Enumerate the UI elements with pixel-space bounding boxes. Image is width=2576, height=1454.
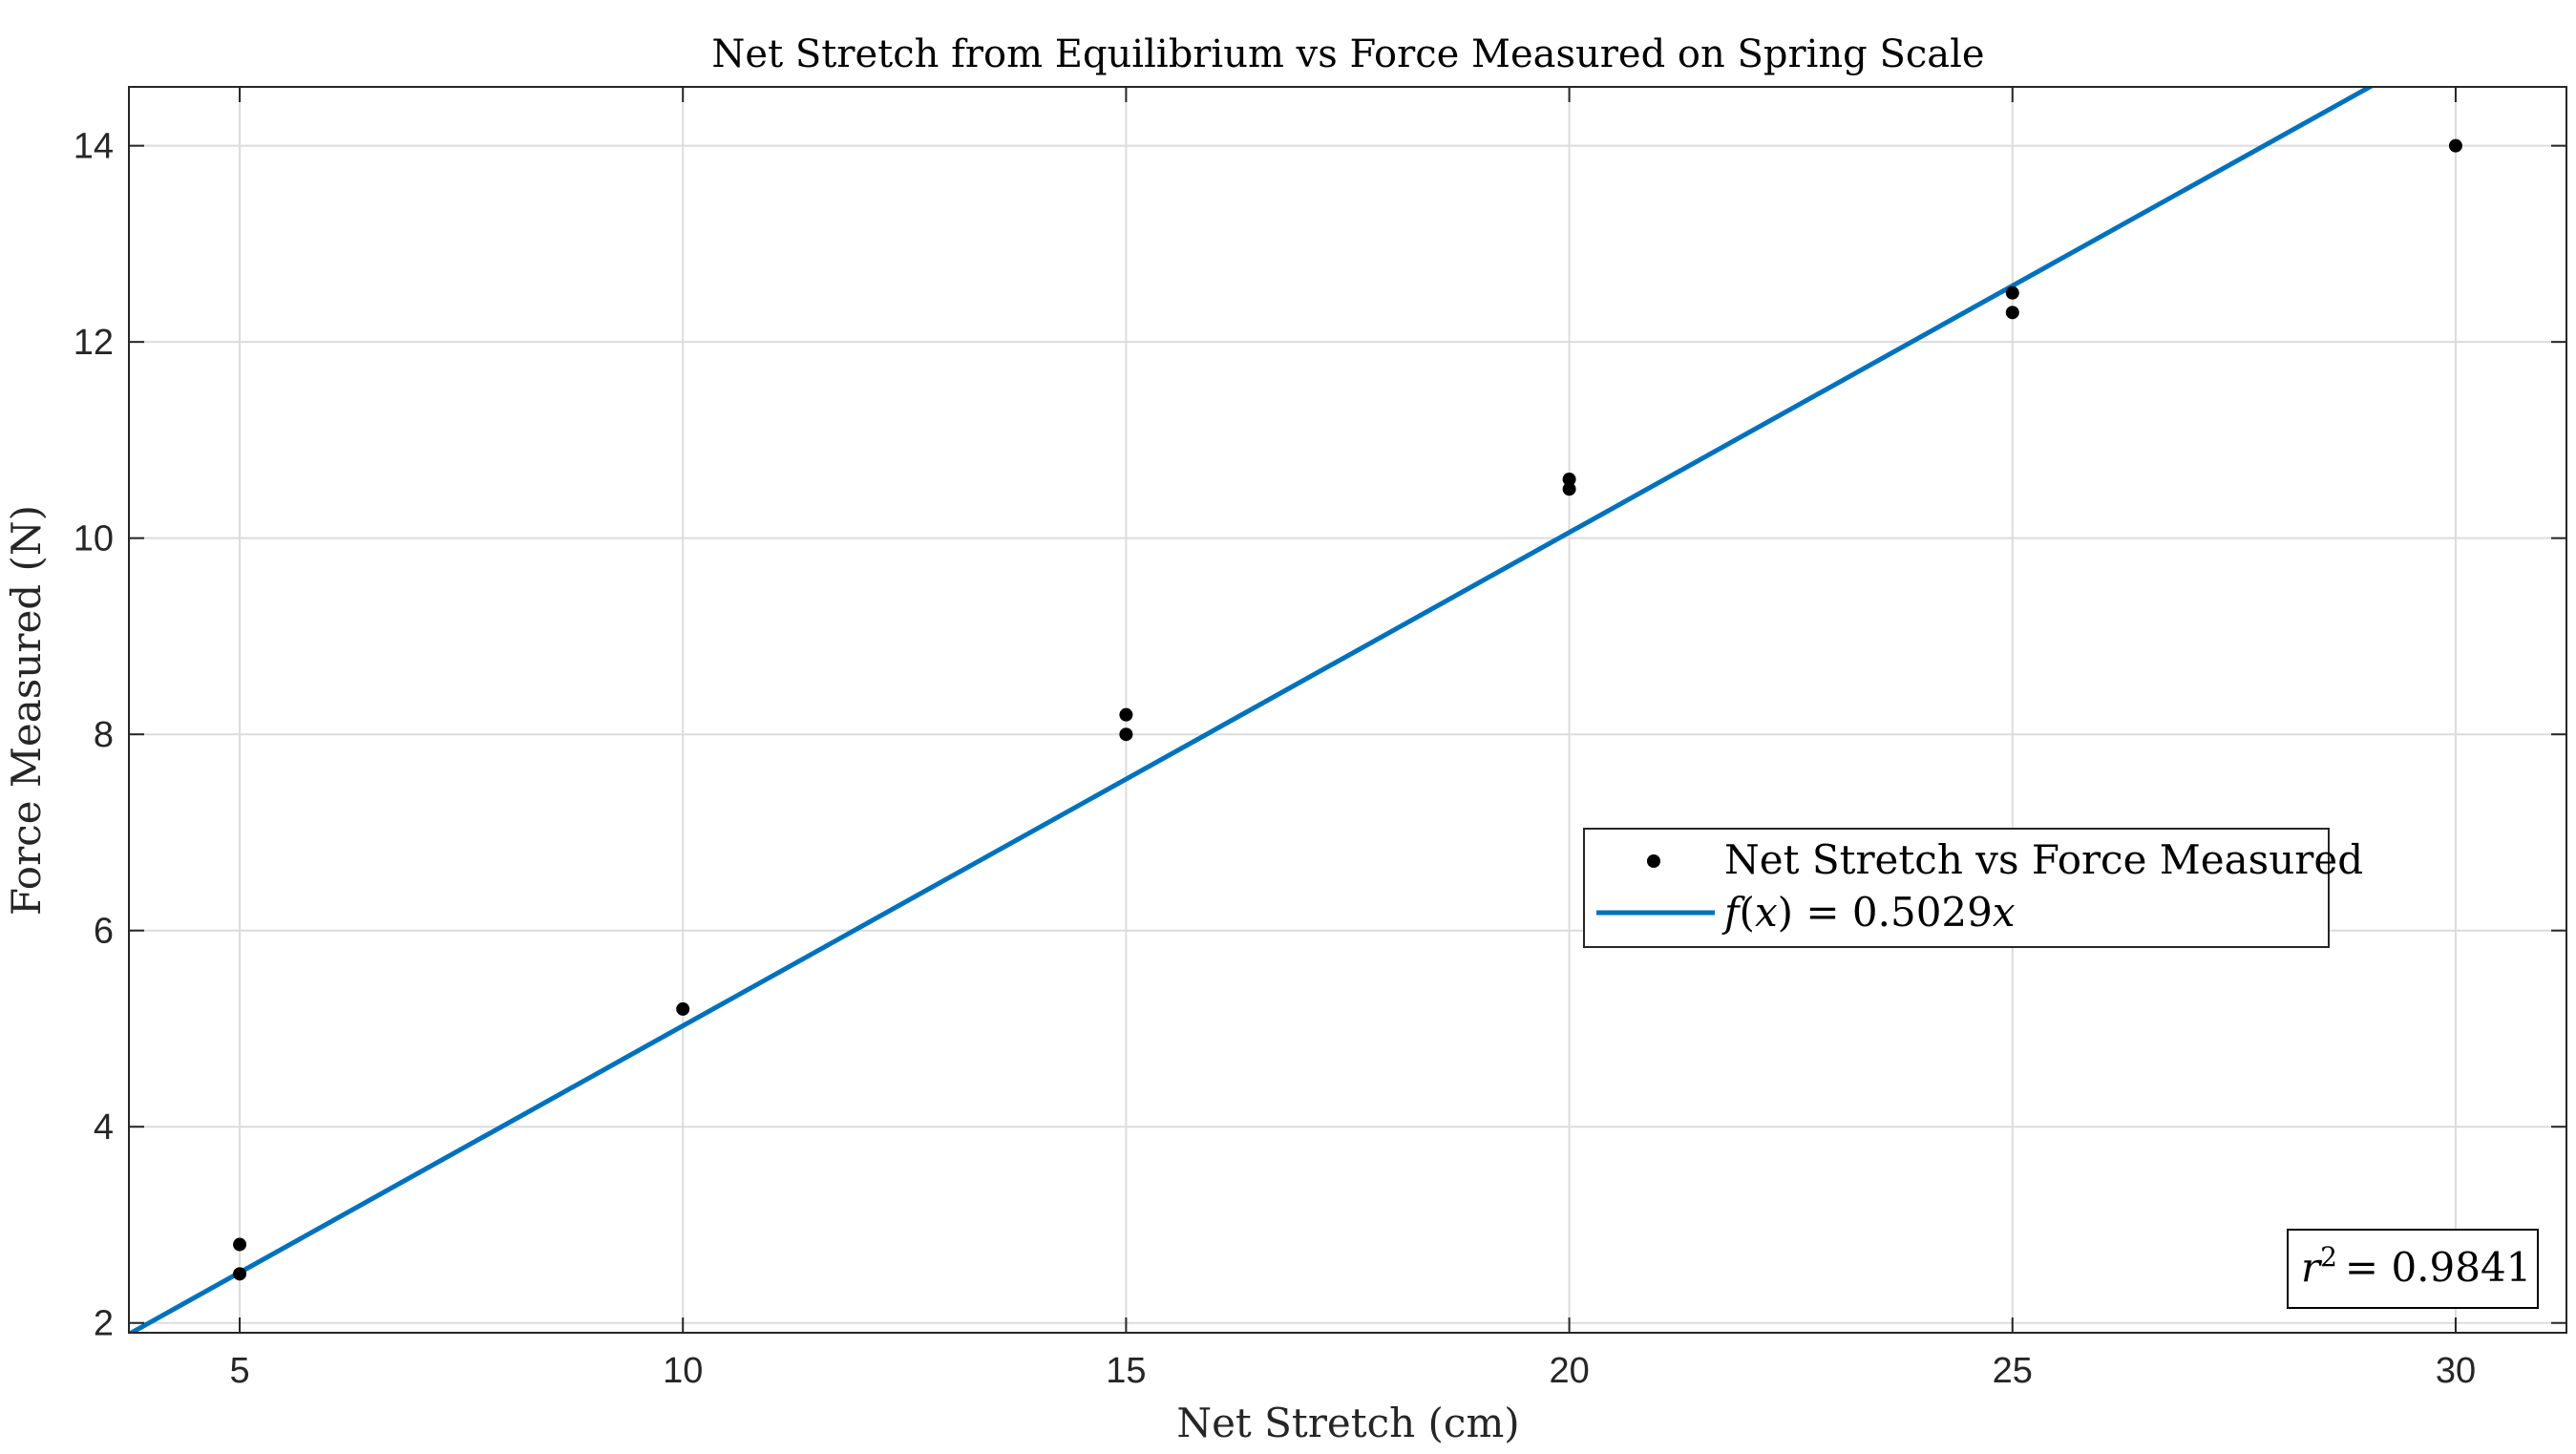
y-tick-label: 10 [74,519,114,559]
x-tick-label: 15 [1106,1351,1146,1391]
x-tick-label: 5 [229,1351,249,1391]
legend-label-scatter: Net Stretch vs Force Measured [1724,836,2363,883]
x-tick-label: 10 [663,1351,703,1391]
y-tick-label: 12 [74,323,114,363]
data-point [1119,727,1133,742]
data-point [2005,306,2019,320]
data-point [1119,707,1133,722]
data-point [233,1267,247,1281]
ticks: 5 10 15 20 25 30 2 4 6 8 10 12 14 [74,87,2566,1391]
legend-box [1583,828,2330,948]
grid [129,87,2566,1333]
data-point [2005,285,2019,300]
y-tick-label: 4 [94,1107,114,1148]
legend-marker-scatter [1647,854,1660,868]
r-squared-box [2287,1229,2539,1309]
chart-title: Net Stretch from Equilibrium vs Force Me… [711,32,1984,76]
r-squared-rhs: = 0.9841 [2345,1244,2532,1291]
y-axis-title: Force Measured (N) [3,505,50,916]
legend-fit-eq: = 0.5029 [1805,889,1993,936]
r-squared-exp: 2 [2320,1241,2337,1273]
legend-fit-tail: x [1993,889,2016,936]
series-layer [129,87,2462,1333]
data-point [2448,138,2462,153]
x-axis-title: Net Stretch (cm) [1176,1400,1519,1446]
x-tick-label: 30 [2436,1351,2476,1391]
x-tick-label: 20 [1549,1351,1589,1391]
plot-frame [128,86,2567,1334]
y-tick-label: 6 [94,912,114,952]
r-squared-lhs: r [2301,1244,2323,1291]
legend-fit-var: x [1755,889,1778,936]
data-point [1562,482,1576,496]
x-tick-label: 25 [1993,1351,2033,1391]
data-point [1562,473,1576,487]
y-tick-label: 2 [94,1304,114,1344]
data-point [233,1237,247,1252]
y-tick-label: 14 [74,127,114,167]
data-point [676,1001,690,1016]
legend-label-fit: f(x) = 0.5029x [1721,889,2016,936]
y-tick-label: 8 [94,715,114,755]
r-squared-text: r2 = 0.9841 [2301,1241,2531,1291]
legend: Net Stretch vs Force Measured f(x) = 0.5… [1583,828,2363,948]
r-squared-annotation: r2 = 0.9841 [2287,1229,2539,1309]
fit-line [129,87,2375,1333]
